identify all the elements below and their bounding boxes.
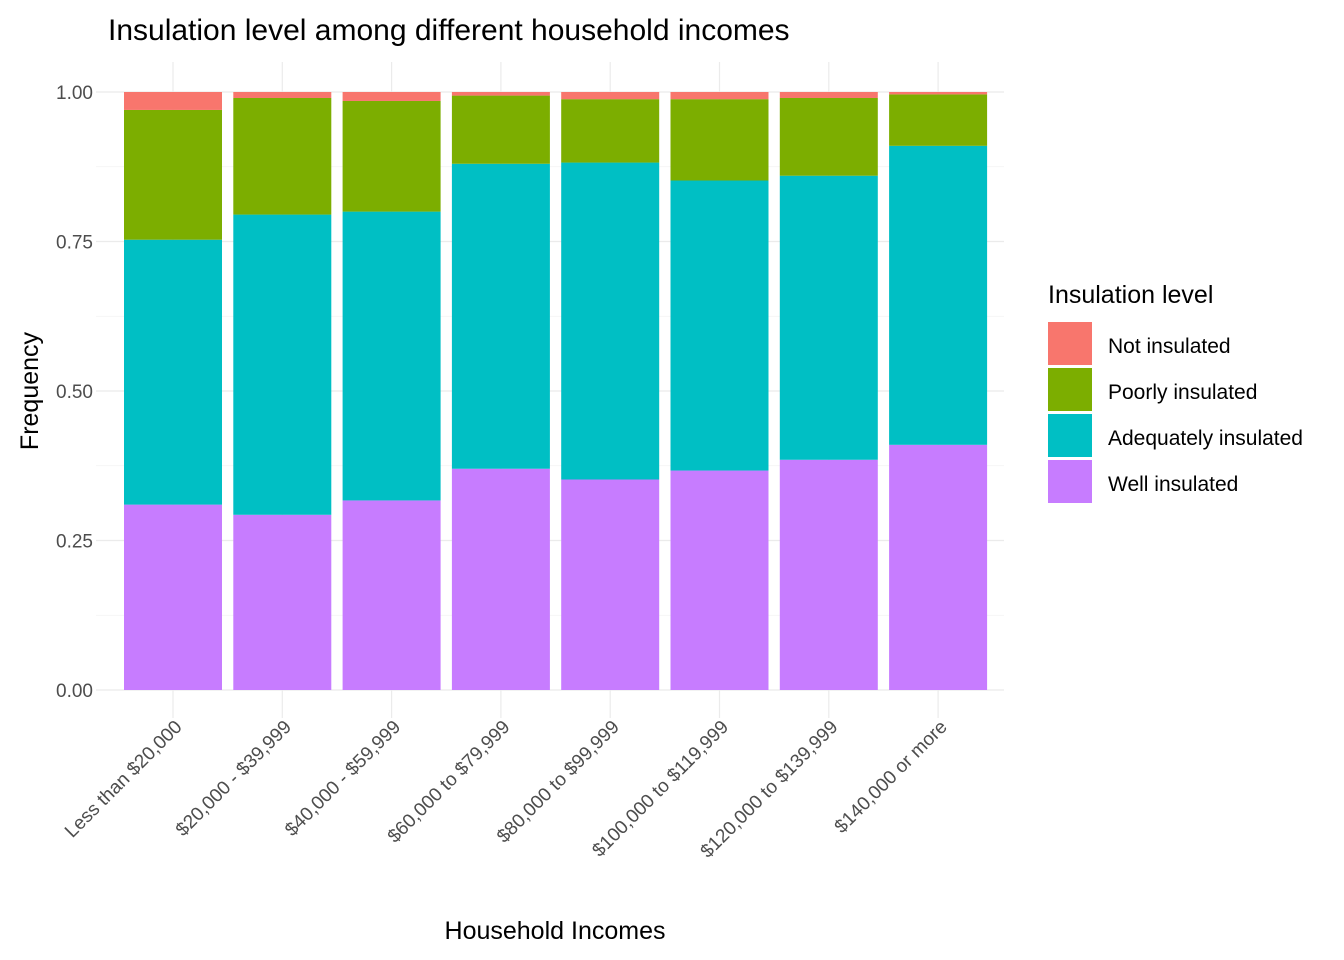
bar-segment-well-insulated bbox=[670, 470, 769, 690]
legend-items: Not insulated Poorly insulated Adequately … bbox=[1048, 322, 1303, 503]
x-tick-label: $60,000 to $79,999 bbox=[384, 717, 515, 848]
legend-label: Well insulated bbox=[1108, 473, 1238, 496]
bar-segment-poorly-insulated bbox=[233, 97, 332, 215]
x-tick-label: $140,000 or more bbox=[831, 717, 952, 838]
bar-segment-adequately-insulated bbox=[233, 214, 332, 515]
bar-segment-adequately-insulated bbox=[342, 211, 441, 501]
chart-title: Insulation level among different househo… bbox=[108, 14, 790, 47]
bar-segment-adequately-insulated bbox=[124, 239, 222, 505]
legend-swatch bbox=[1048, 322, 1092, 365]
bar-segment-adequately-insulated bbox=[451, 163, 550, 469]
y-axis-ticks: 0.00 0.25 0.50 0.75 1.00 bbox=[56, 83, 93, 702]
legend-title: Insulation level bbox=[1048, 281, 1213, 309]
bar-segment-not-insulated bbox=[124, 92, 222, 110]
y-tick-label: 0.00 bbox=[56, 681, 93, 702]
bar-segment-not-insulated bbox=[342, 92, 441, 101]
x-tick-label: $40,000 - $59,999 bbox=[281, 717, 405, 841]
x-axis-ticks: Less than $20,000$20,000 - $39,999$40,00… bbox=[61, 717, 952, 863]
x-tick-label: Less than $20,000 bbox=[61, 717, 186, 842]
legend-label: Adequately insulated bbox=[1108, 427, 1303, 450]
bar-segment-adequately-insulated bbox=[889, 145, 988, 445]
y-tick-label: 0.25 bbox=[56, 532, 93, 553]
bar-segment-poorly-insulated bbox=[670, 99, 769, 181]
y-tick-label: 1.00 bbox=[56, 83, 93, 104]
legend-label: Poorly insulated bbox=[1108, 381, 1257, 404]
bar-segment-not-insulated bbox=[561, 92, 660, 100]
bar-segment-not-insulated bbox=[451, 92, 550, 96]
bar-segment-not-insulated bbox=[779, 92, 878, 98]
bar-segment-poorly-insulated bbox=[342, 100, 441, 212]
bar-segment-not-insulated bbox=[233, 92, 332, 98]
bar-segment-not-insulated bbox=[670, 92, 769, 100]
bar-segment-poorly-insulated bbox=[561, 99, 660, 163]
y-tick-label: 0.75 bbox=[56, 233, 93, 254]
bar-segment-well-insulated bbox=[124, 504, 222, 690]
bar-segment-poorly-insulated bbox=[124, 109, 222, 240]
bar-segment-adequately-insulated bbox=[561, 162, 660, 480]
bar-segment-not-insulated bbox=[889, 92, 988, 95]
x-tick-label: $20,000 - $39,999 bbox=[172, 717, 296, 841]
legend-swatch bbox=[1048, 460, 1092, 503]
bar-segment-well-insulated bbox=[451, 468, 550, 690]
bar-segment-well-insulated bbox=[561, 479, 660, 690]
legend-label: Not insulated bbox=[1108, 335, 1231, 358]
bar-segment-poorly-insulated bbox=[451, 95, 550, 164]
bar-segment-well-insulated bbox=[342, 500, 441, 690]
bar-segment-well-insulated bbox=[889, 444, 988, 690]
legend-swatch bbox=[1048, 368, 1092, 411]
bars bbox=[124, 92, 988, 690]
bar-segment-adequately-insulated bbox=[779, 175, 878, 460]
legend-swatch bbox=[1048, 414, 1092, 457]
legend: Insulation level Not insulated Poorly ins… bbox=[1048, 281, 1303, 503]
x-tick-label: $80,000 to $99,999 bbox=[493, 717, 624, 848]
y-tick-label: 0.50 bbox=[56, 382, 93, 403]
bar-segment-adequately-insulated bbox=[670, 180, 769, 471]
x-axis-title: Household Incomes bbox=[445, 917, 666, 945]
bar-segment-poorly-insulated bbox=[779, 97, 878, 176]
bar-segment-well-insulated bbox=[233, 514, 332, 690]
bar-segment-poorly-insulated bbox=[889, 94, 988, 146]
y-axis-title: Frequency bbox=[16, 331, 44, 450]
bar-segment-well-insulated bbox=[779, 459, 878, 690]
